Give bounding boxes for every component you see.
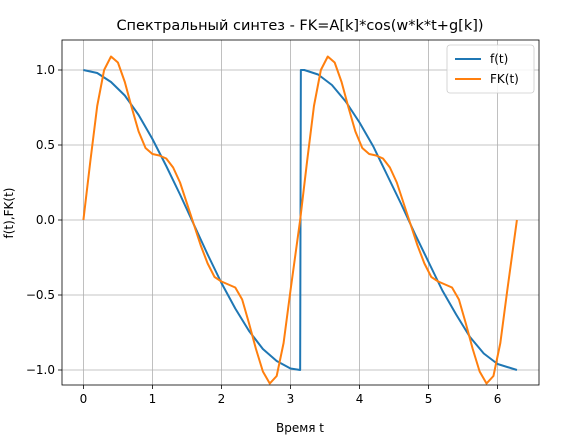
legend-box [446, 44, 535, 94]
x-tick-label: 3 [287, 392, 295, 406]
series-fk-line [82, 55, 518, 385]
x-tick-label: 4 [356, 392, 364, 406]
y-tick-label: −1.0 [26, 363, 55, 377]
x-tick-label: 2 [218, 392, 226, 406]
x-axis-label: Время t [276, 421, 324, 435]
plot-frame [61, 39, 540, 386]
y-tick-label: 0.0 [36, 213, 55, 227]
plot-area [82, 55, 518, 385]
y-tick-label: 0.5 [36, 138, 55, 152]
x-tick-label: 6 [494, 392, 502, 406]
y-axis-label: f(t),FK(t) [2, 188, 16, 239]
legend: f(t) FK(t) [446, 44, 535, 94]
axes-ticks: 0 1 2 3 4 5 6 −1.0 −0.5 0.0 0.5 1.0 [26, 63, 502, 406]
legend-label-fk: FK(t) [490, 72, 519, 86]
x-tick-label: 5 [425, 392, 433, 406]
y-tick-label: −0.5 [26, 288, 55, 302]
x-tick-label: 0 [80, 392, 88, 406]
x-tick-label: 1 [149, 392, 157, 406]
legend-label-f: f(t) [490, 52, 508, 66]
y-tick-label: 1.0 [36, 63, 55, 77]
chart-title: Спектральный синтез - FK=A[k]*cos(w*k*t+… [116, 18, 483, 34]
